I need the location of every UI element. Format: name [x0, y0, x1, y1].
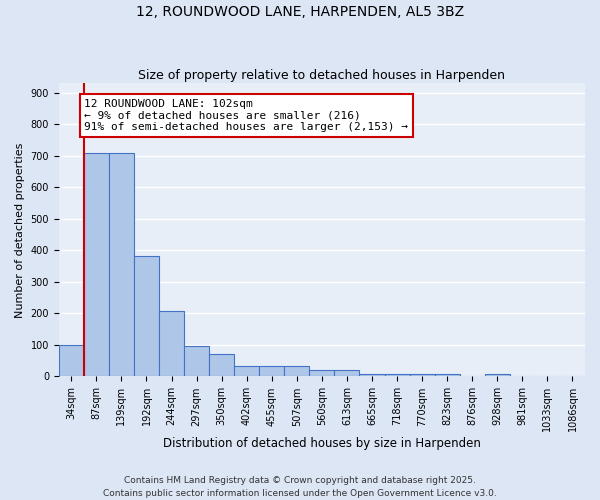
Text: 12, ROUNDWOOD LANE, HARPENDEN, AL5 3BZ: 12, ROUNDWOOD LANE, HARPENDEN, AL5 3BZ: [136, 5, 464, 19]
Bar: [184, 346, 209, 376]
Bar: [385, 374, 410, 376]
Bar: [410, 374, 434, 376]
Bar: [359, 374, 385, 376]
Bar: [234, 366, 259, 376]
Bar: [209, 354, 234, 376]
Bar: [485, 374, 510, 376]
Bar: [134, 256, 159, 376]
Bar: [310, 370, 334, 376]
Bar: [259, 366, 284, 376]
Bar: [59, 345, 84, 376]
Title: Size of property relative to detached houses in Harpenden: Size of property relative to detached ho…: [139, 69, 505, 82]
Text: 12 ROUNDWOOD LANE: 102sqm
← 9% of detached houses are smaller (216)
91% of semi-: 12 ROUNDWOOD LANE: 102sqm ← 9% of detach…: [85, 99, 409, 132]
Bar: [284, 366, 310, 376]
Bar: [434, 374, 460, 376]
Bar: [84, 152, 109, 376]
Bar: [159, 311, 184, 376]
X-axis label: Distribution of detached houses by size in Harpenden: Distribution of detached houses by size …: [163, 437, 481, 450]
Bar: [109, 152, 134, 376]
Y-axis label: Number of detached properties: Number of detached properties: [15, 142, 25, 318]
Bar: [334, 370, 359, 376]
Text: Contains HM Land Registry data © Crown copyright and database right 2025.
Contai: Contains HM Land Registry data © Crown c…: [103, 476, 497, 498]
